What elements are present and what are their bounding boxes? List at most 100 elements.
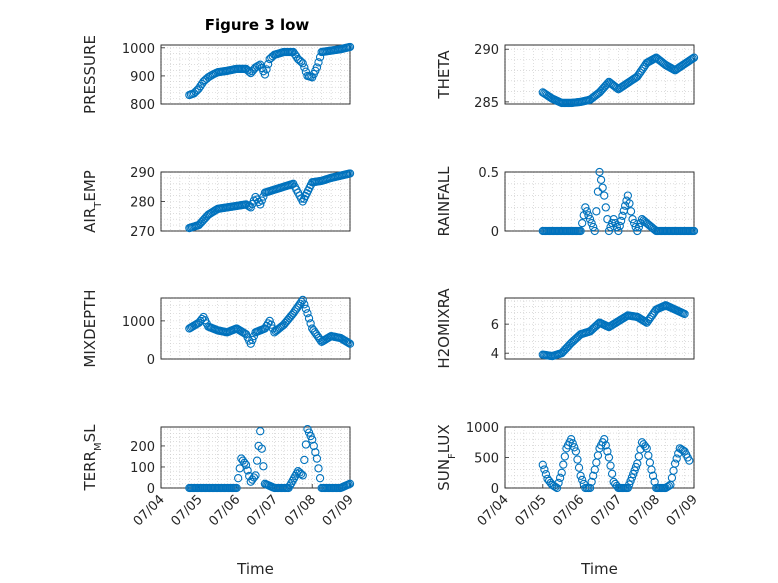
rainfall-series [538, 167, 699, 236]
data-point [312, 454, 322, 463]
data-point [595, 167, 604, 177]
pressure-series [185, 42, 355, 100]
data-point [298, 471, 307, 480]
x-tick-label: 07/05 [169, 492, 206, 529]
data-point [559, 460, 568, 469]
pressure-plot: 800 900 1000 PRESSURE [81, 35, 355, 114]
data-point [300, 300, 309, 309]
theta-plot: 285 290 THETA [435, 43, 699, 111]
terr-msl-axes-frame [160, 426, 351, 489]
mixdepth-plot: 0 1000 MIXDEPTH [81, 289, 355, 368]
x-tick-label: 07/06 [206, 492, 243, 529]
data-point [603, 447, 612, 456]
data-point [571, 447, 581, 456]
data-point [259, 462, 268, 471]
figure-title: Figure 3 low [205, 16, 310, 34]
terr-msl-y-axis-label: TERRMSL [81, 424, 104, 492]
data-point [301, 304, 311, 313]
data-point [541, 470, 551, 479]
h2omixra-axes-frame [504, 297, 695, 360]
data-point [232, 483, 241, 493]
mixdepth-axes-frame [160, 297, 351, 360]
terr-msl-plot: 0 100 200 07/04 07/05 07/06 07/07 07/08 07/09 Tim… [81, 424, 357, 578]
data-point [314, 58, 323, 67]
data-point [604, 453, 614, 462]
sun-flux-series [538, 435, 694, 493]
data-point [252, 456, 262, 465]
data-point [297, 469, 306, 479]
data-point [345, 339, 355, 348]
data-point [587, 218, 596, 228]
y-tick-label: 1000 [466, 421, 499, 436]
data-point [193, 319, 202, 328]
x-tick-label: 07/07 [588, 492, 625, 529]
data-point [315, 474, 325, 483]
data-point [300, 455, 309, 465]
data-point [248, 335, 257, 345]
data-point [688, 54, 697, 63]
data-point [672, 454, 681, 463]
data-point [689, 53, 699, 62]
air-temp-series [185, 169, 355, 233]
data-point [249, 473, 259, 482]
data-point [573, 455, 582, 464]
x-tick-label: 07/07 [244, 492, 281, 529]
data-point [641, 442, 650, 451]
terr-msl-series [185, 424, 355, 493]
data-point [578, 218, 587, 228]
data-point [314, 464, 323, 473]
data-point [625, 199, 634, 208]
data-point [600, 435, 609, 444]
data-point [596, 175, 606, 185]
data-point [606, 461, 615, 470]
x-tick-label: 07/08 [626, 492, 663, 529]
data-point [241, 460, 251, 470]
data-point [601, 441, 610, 450]
data-point [621, 201, 630, 210]
data-point [538, 460, 547, 469]
data-point [615, 221, 624, 231]
data-point [582, 207, 592, 216]
theta-series [538, 53, 699, 108]
data-point [555, 473, 565, 482]
data-point [260, 70, 270, 79]
mixdepth-series [185, 295, 355, 348]
data-point [685, 456, 694, 465]
data-point [245, 67, 254, 76]
y-tick-label: 500 [474, 452, 499, 467]
sun-flux-plot: 0 500 1000 07/04 07/05 07/06 07/07 07/08 07/09 Ti… [435, 421, 701, 578]
y-tick-label: 270 [130, 225, 155, 240]
data-point [251, 471, 260, 480]
data-point [634, 222, 644, 232]
data-point [257, 196, 266, 205]
y-tick-label: 1000 [122, 42, 155, 57]
data-point [669, 65, 678, 74]
data-point [568, 439, 577, 448]
data-point [309, 441, 318, 451]
data-point [297, 297, 306, 306]
data-point [234, 474, 243, 483]
data-point [574, 463, 584, 472]
data-point [540, 465, 549, 474]
data-point [648, 471, 658, 480]
data-point [589, 471, 598, 480]
h2omixra-plot: 4 6 H2OMIXRA [435, 288, 695, 369]
data-point [554, 478, 563, 488]
x-tick-label: 07/08 [282, 492, 319, 529]
data-point [622, 196, 631, 205]
data-point [607, 469, 617, 478]
data-point [256, 200, 265, 209]
data-point [256, 427, 265, 436]
y-tick-label: 0 [491, 225, 499, 240]
data-point [680, 309, 689, 319]
data-point [631, 73, 641, 82]
y-tick-label: 4 [491, 347, 499, 362]
y-tick-label: 280 [130, 196, 155, 211]
x-tick-label: 07/04 [131, 492, 168, 529]
x-tick-label: 07/09 [664, 492, 701, 529]
data-point [616, 216, 626, 226]
data-point [626, 207, 636, 216]
data-point [259, 192, 268, 201]
data-point [589, 222, 598, 232]
data-point [298, 295, 307, 305]
